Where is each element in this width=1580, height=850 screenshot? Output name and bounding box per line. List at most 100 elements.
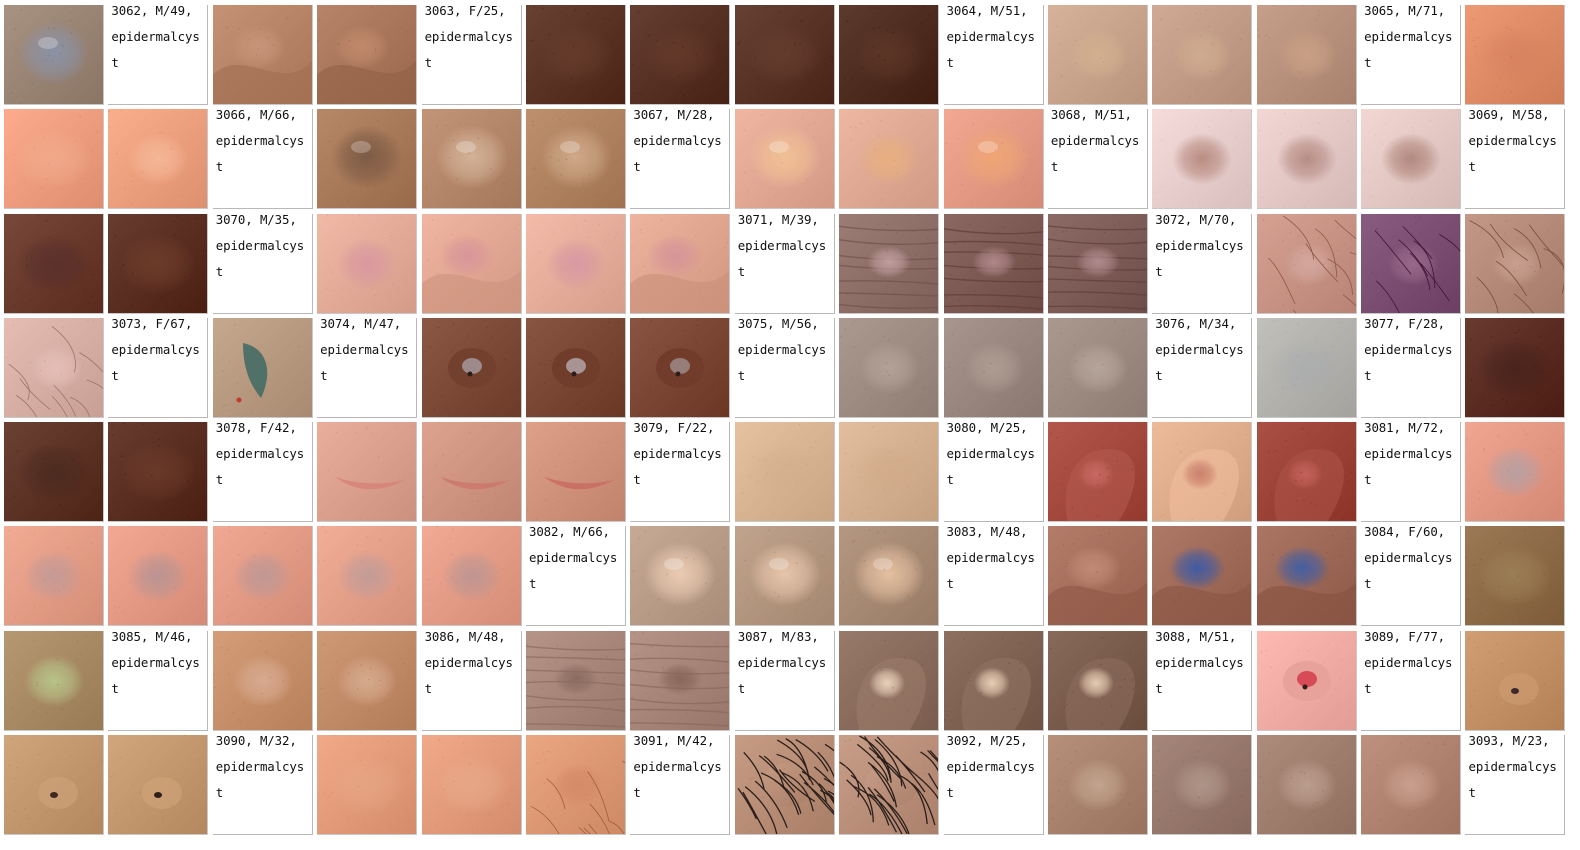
lesion-photo-tile xyxy=(108,109,209,210)
lesion-photo-tile xyxy=(943,630,1044,731)
lesion-photo-icon xyxy=(1256,422,1356,522)
case-label: 3065, M/71, epidermalcys t xyxy=(1361,5,1462,105)
lesion-photo-icon xyxy=(839,735,939,835)
lesion-photo-tile xyxy=(212,317,313,418)
case-label-line: t xyxy=(946,785,954,801)
case-label-line: t xyxy=(633,159,641,175)
case-label-line: t xyxy=(1468,159,1476,175)
case-label: 3078, F/42, epidermalcys t xyxy=(212,422,313,523)
lesion-photo-icon xyxy=(734,422,834,522)
case-label-line: 3074, M/47, xyxy=(320,317,402,331)
lesion-photo-tile xyxy=(1361,735,1462,836)
lesion-photo-icon xyxy=(943,630,1043,730)
lesion-photo-icon xyxy=(734,735,834,835)
lesion-photo-tile xyxy=(317,630,418,731)
case-label-line: t xyxy=(215,159,224,175)
lesion-photo-tile xyxy=(630,213,731,314)
lesion-photo-tile xyxy=(525,630,626,731)
case-label-line: t xyxy=(737,680,746,696)
lesion-photo-icon xyxy=(630,526,730,626)
case-label: 3066, M/66, epidermalcys t xyxy=(212,109,313,210)
lesion-photo-icon xyxy=(108,213,208,313)
lesion-photo-icon xyxy=(630,5,730,104)
case-label-line: t xyxy=(1155,680,1163,696)
image-grid: 3062, M/49, epidermalcys t 3063, F/25, epide… xyxy=(4,5,1566,836)
case-label: 3073, F/67, epidermalcys t xyxy=(108,317,209,418)
lesion-photo-tile xyxy=(839,422,940,523)
lesion-photo-tile xyxy=(734,109,835,210)
lesion-photo-icon xyxy=(839,5,939,104)
case-label-line: t xyxy=(946,472,954,488)
case-label: 3089, F/77, epidermalcys t xyxy=(1361,630,1462,731)
case-label-line: 3092, M/25, xyxy=(946,735,1028,749)
lesion-photo-icon xyxy=(108,109,208,209)
lesion-photo-icon xyxy=(839,213,939,313)
case-label: 3076, M/34, epidermalcys t xyxy=(1152,317,1253,418)
lesion-photo-tile xyxy=(1047,317,1148,418)
case-label-line: t xyxy=(737,367,746,383)
lesion-photo-tile xyxy=(212,630,313,731)
lesion-photo-icon xyxy=(4,317,103,417)
lesion-photo-icon xyxy=(317,735,417,835)
lesion-photo-icon xyxy=(1465,630,1565,730)
case-label-line: epidermalcys xyxy=(215,759,305,775)
case-label-line: epidermalcys xyxy=(946,446,1035,462)
case-label: 3064, M/51, epidermalcys t xyxy=(943,5,1044,105)
case-label-line: t xyxy=(1364,576,1372,592)
lesion-photo-tile xyxy=(4,213,104,314)
case-label-line: epidermalcys xyxy=(1468,759,1557,775)
lesion-photo-icon xyxy=(1465,213,1565,313)
case-label-line: epidermalcys xyxy=(111,341,200,357)
case-label-line: t xyxy=(946,576,954,592)
lesion-photo-tile xyxy=(943,213,1044,314)
lesion-photo-icon xyxy=(1256,317,1356,417)
lesion-photo-tile xyxy=(1465,422,1566,523)
lesion-photo-tile xyxy=(317,5,418,105)
lesion-photo-icon xyxy=(1152,422,1252,522)
lesion-photo-icon xyxy=(1361,735,1461,835)
lesion-photo-tile xyxy=(421,526,522,627)
case-label-line: epidermalcys xyxy=(1155,654,1244,670)
case-label-line: 3090, M/32, xyxy=(215,735,297,749)
lesion-photo-icon xyxy=(525,735,625,835)
lesion-photo-tile xyxy=(4,735,104,836)
lesion-photo-icon xyxy=(630,630,730,730)
lesion-photo-icon xyxy=(525,109,625,209)
lesion-photo-icon xyxy=(525,213,625,313)
lesion-photo-icon xyxy=(212,526,312,626)
case-label: 3091, M/42, epidermalcys t xyxy=(630,735,731,836)
case-label-line: epidermalcys xyxy=(1155,341,1244,357)
lesion-photo-tile xyxy=(108,213,209,314)
lesion-photo-tile xyxy=(1047,5,1148,105)
lesion-photo-icon xyxy=(212,317,312,417)
case-label-line: 3093, M/23, xyxy=(1468,735,1550,749)
lesion-photo-icon xyxy=(525,630,625,730)
case-label: 3063, F/25, epidermalcys t xyxy=(421,5,522,105)
case-label-line: epidermalcys xyxy=(215,133,305,149)
case-label-line: 3082, M/66, xyxy=(528,526,610,540)
lesion-photo-tile xyxy=(525,735,626,836)
case-label-line: t xyxy=(1468,785,1476,801)
lesion-photo-icon xyxy=(734,5,834,104)
lesion-photo-tile xyxy=(525,109,626,210)
lesion-photo-icon xyxy=(1047,422,1147,522)
lesion-photo-icon xyxy=(1047,213,1147,313)
case-label: 3068, M/51, epidermalcys t xyxy=(1047,109,1148,210)
lesion-photo-tile xyxy=(734,422,835,523)
lesion-photo-tile xyxy=(1256,109,1357,210)
lesion-photo-icon xyxy=(839,630,939,730)
lesion-photo-icon xyxy=(1361,109,1461,209)
case-label-line: 3072, M/70, xyxy=(1155,213,1237,227)
lesion-photo-icon xyxy=(630,317,730,417)
case-label: 3080, M/25, epidermalcys t xyxy=(943,422,1044,523)
lesion-photo-icon xyxy=(525,5,625,104)
lesion-photo-icon xyxy=(1256,526,1356,626)
case-label-line: t xyxy=(111,367,119,383)
case-label: 3074, M/47, epidermalcys t xyxy=(317,317,418,418)
case-label-line: t xyxy=(1050,159,1059,175)
lesion-photo-icon xyxy=(1465,5,1565,104)
case-label-line: 3062, M/49, xyxy=(111,5,193,18)
lesion-photo-tile xyxy=(4,109,104,210)
lesion-photo-icon xyxy=(525,317,625,417)
case-label-line: epidermalcys xyxy=(737,654,827,670)
